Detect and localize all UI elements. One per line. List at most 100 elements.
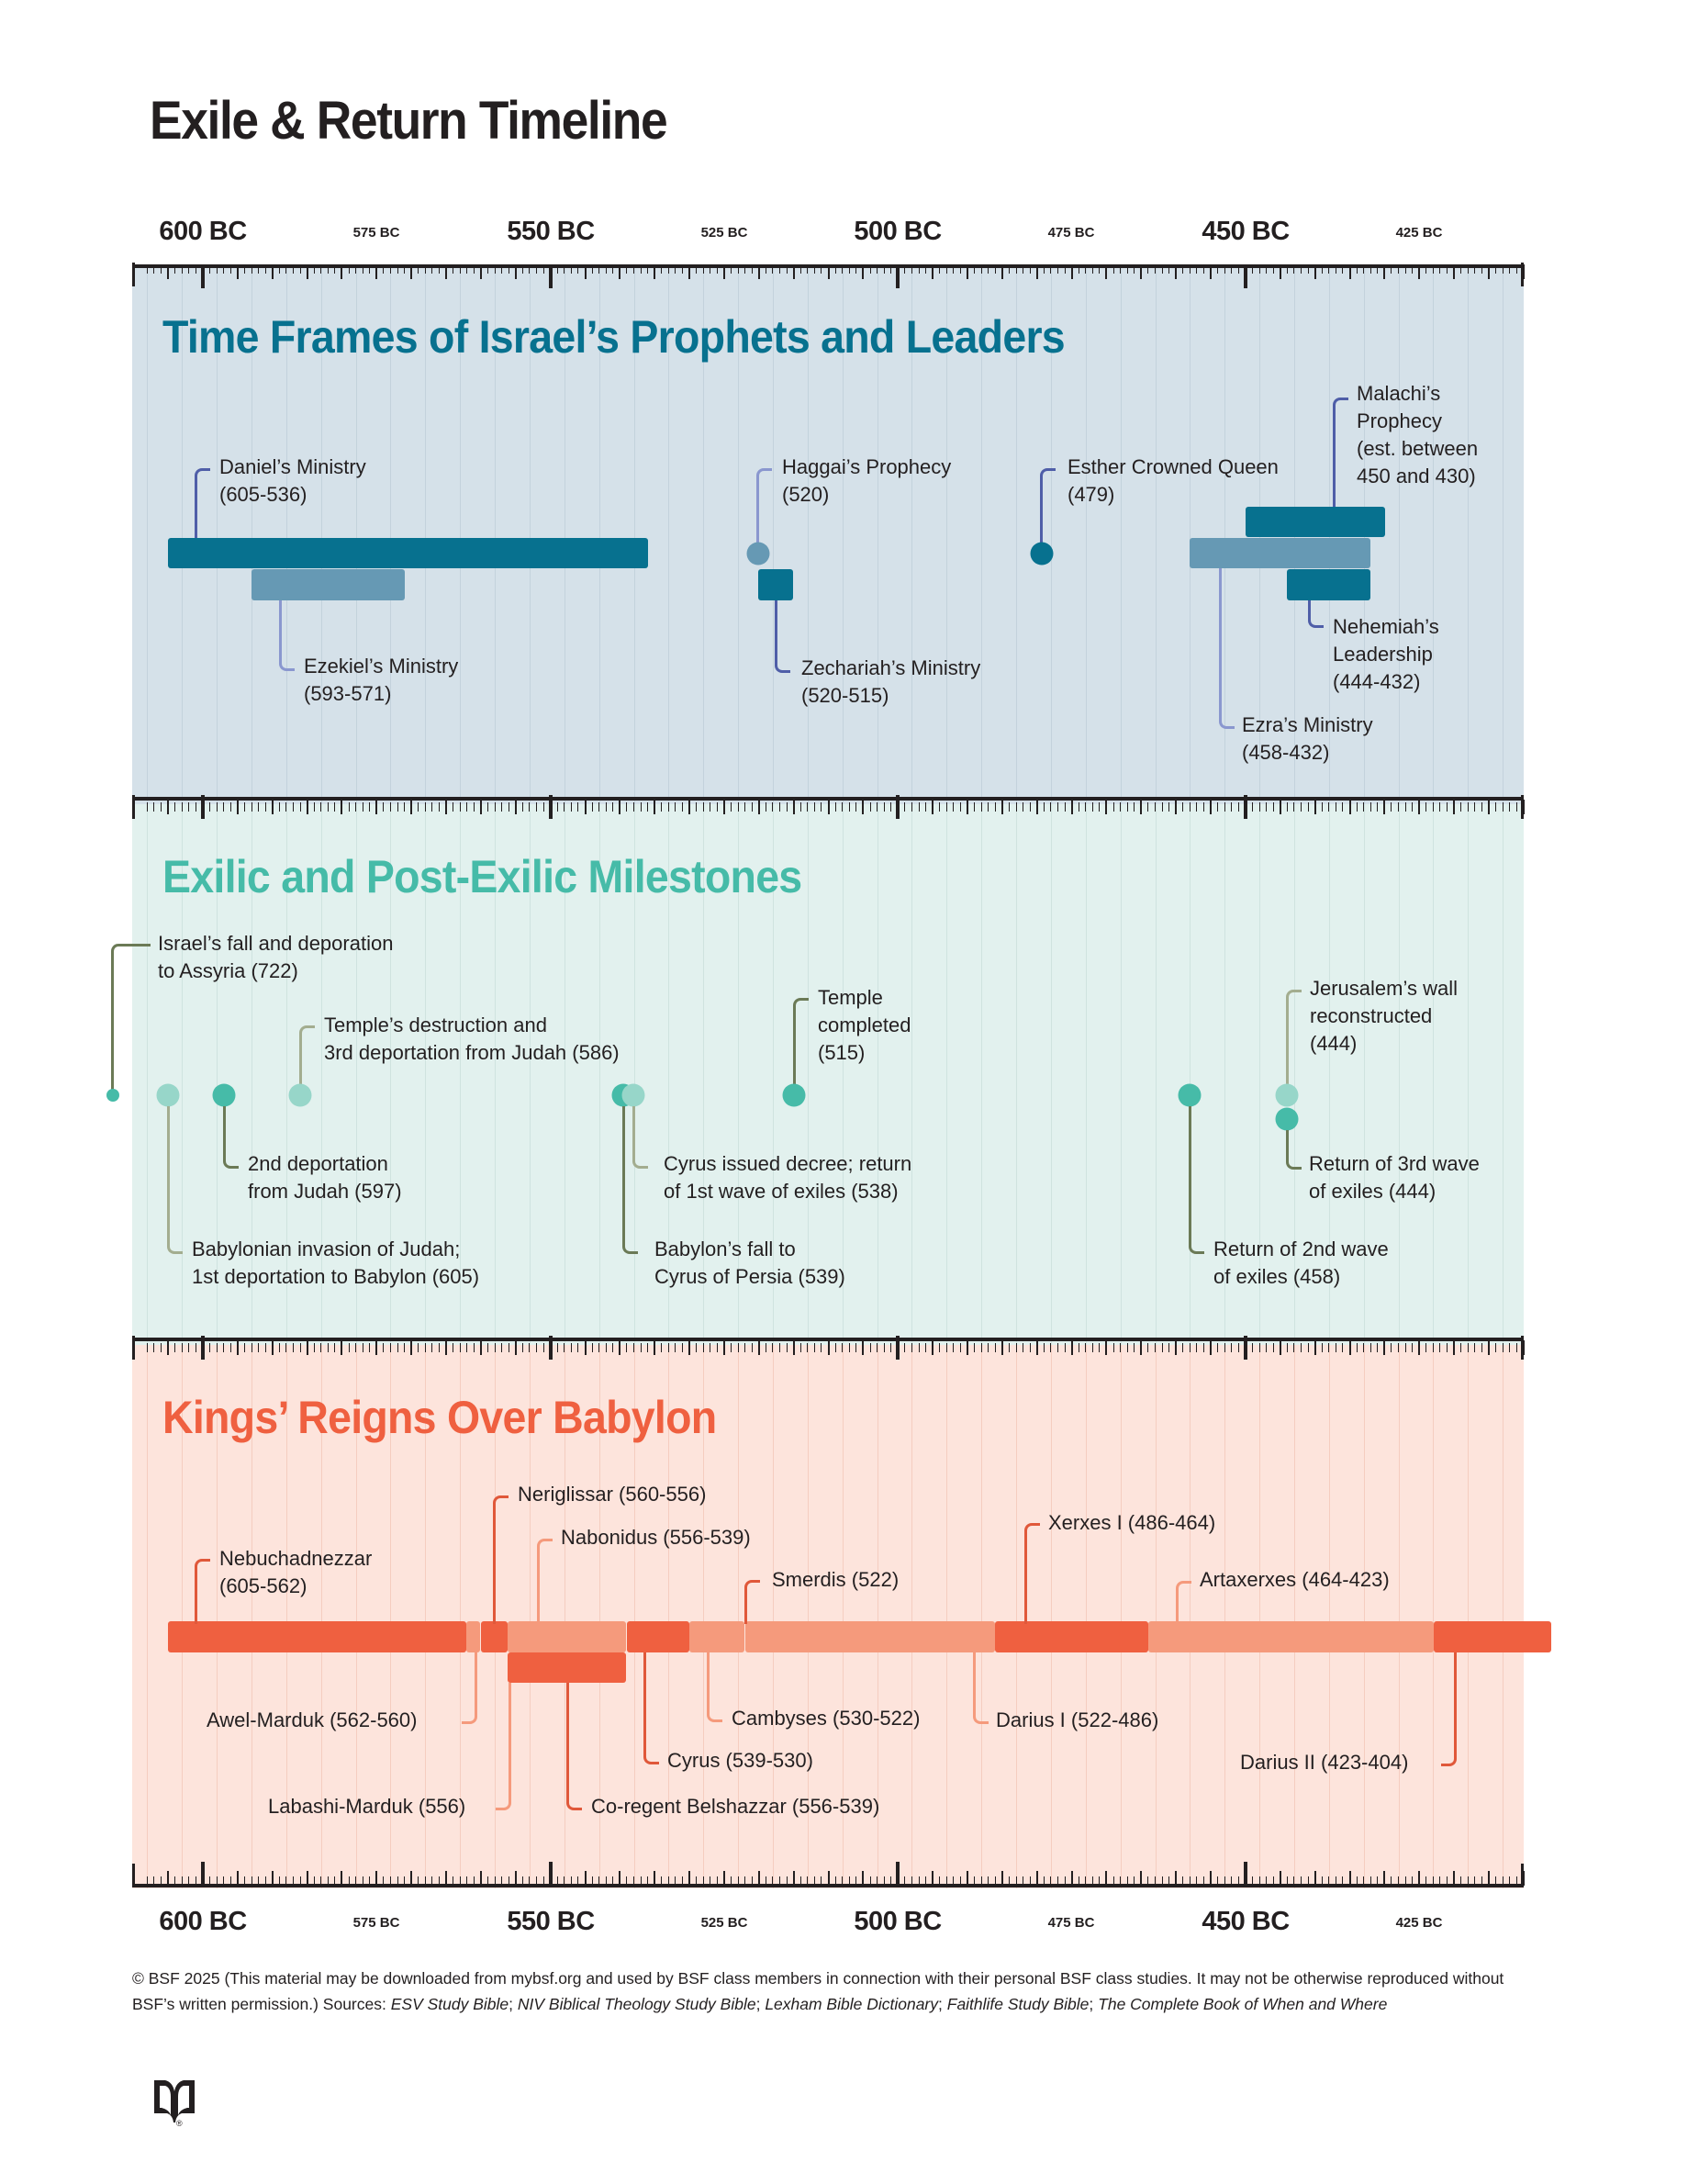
ruler-tick bbox=[1161, 264, 1163, 274]
second-wave-label: Return of 2nd wave of exiles (458) bbox=[1213, 1238, 1389, 1288]
ruler-tick bbox=[1099, 264, 1101, 274]
ruler-tick bbox=[209, 802, 211, 812]
ruler-tick bbox=[375, 1871, 378, 1886]
ruler-tick bbox=[1210, 264, 1213, 279]
ruler-tick bbox=[633, 1343, 635, 1352]
ruler-tick bbox=[229, 1343, 231, 1352]
gridline bbox=[529, 264, 531, 804]
gridline bbox=[320, 264, 322, 804]
ruler-tick bbox=[911, 802, 912, 812]
gridline bbox=[1259, 1345, 1261, 1888]
ruler-tick bbox=[1224, 802, 1225, 812]
ruler-tick bbox=[932, 1340, 934, 1355]
ruler-tick bbox=[779, 264, 781, 274]
ruler-tick bbox=[939, 1876, 941, 1886]
gridline bbox=[460, 264, 462, 804]
ruler-tick bbox=[1035, 800, 1038, 814]
gridline bbox=[981, 1345, 983, 1888]
ruler-tick bbox=[1439, 264, 1441, 274]
ruler-tick bbox=[473, 1876, 475, 1886]
gridline bbox=[1155, 1345, 1157, 1888]
ruler-tick bbox=[1231, 1343, 1233, 1352]
ruler-tick bbox=[959, 264, 961, 274]
ruler-tick bbox=[536, 1876, 537, 1886]
ruler-tick bbox=[1404, 802, 1406, 812]
ruler-tick bbox=[842, 1343, 844, 1352]
ruler-tick bbox=[1363, 264, 1365, 274]
gridline bbox=[1016, 804, 1018, 1345]
gridline bbox=[911, 1345, 913, 1888]
ruler-tick bbox=[792, 264, 795, 279]
gridline bbox=[1050, 1345, 1052, 1888]
ruler-tick bbox=[188, 264, 190, 274]
ruler-tick bbox=[1050, 1343, 1052, 1352]
ruler-tick bbox=[647, 1343, 649, 1352]
gridline bbox=[1190, 804, 1191, 1345]
ruler-tick bbox=[855, 264, 857, 274]
axis-label-500-bottom: 500 BC bbox=[854, 1907, 942, 1936]
ruler-tick bbox=[737, 1343, 739, 1352]
ruler-tick bbox=[896, 264, 900, 288]
kings-panel bbox=[132, 1345, 1524, 1888]
ruler-tick bbox=[548, 795, 553, 819]
gridline bbox=[703, 1345, 705, 1888]
ruler-tick bbox=[598, 1343, 600, 1352]
ruler-tick bbox=[431, 802, 433, 812]
ruler-tick bbox=[334, 1876, 336, 1886]
nabonidus-label: Nabonidus (556-539) bbox=[561, 1526, 751, 1549]
ruler-baseline bbox=[132, 1338, 1524, 1341]
gridline bbox=[1190, 264, 1191, 804]
ruler-tick bbox=[1091, 264, 1093, 274]
zechariah-bar bbox=[758, 569, 793, 600]
ruler-tick bbox=[375, 264, 378, 279]
ruler-tick bbox=[1418, 800, 1421, 814]
ruler-tick bbox=[1126, 1876, 1128, 1886]
ruler-tick bbox=[918, 1343, 920, 1352]
ruler-tick bbox=[1383, 264, 1386, 279]
ruler-tick bbox=[688, 800, 691, 814]
ruler-tick bbox=[1168, 1343, 1170, 1352]
ruler-tick bbox=[1272, 1876, 1274, 1886]
gridline bbox=[598, 264, 600, 804]
ruler-tick bbox=[702, 802, 704, 812]
ruler-tick bbox=[786, 1876, 788, 1886]
ruler-tick bbox=[1070, 264, 1073, 279]
ruler-tick bbox=[564, 264, 565, 274]
axis-label-500: 500 BC bbox=[854, 217, 942, 246]
ruler-tick bbox=[1488, 800, 1490, 814]
gridline bbox=[1120, 1345, 1122, 1888]
ruler-tick bbox=[1453, 1340, 1456, 1355]
ruler-tick bbox=[1488, 264, 1490, 279]
gridline bbox=[1398, 804, 1400, 1345]
esther-label: Esther Crowned Queen (479) bbox=[1068, 455, 1279, 506]
ruler-tick bbox=[1112, 1343, 1114, 1352]
ruler-tick bbox=[667, 264, 669, 274]
gridline bbox=[633, 1345, 635, 1888]
ruler-tick bbox=[424, 802, 426, 812]
ruler-tick bbox=[591, 802, 593, 812]
ruler-tick bbox=[702, 264, 704, 274]
ruler-tick bbox=[570, 1876, 572, 1886]
ruler-tick bbox=[1120, 1343, 1122, 1352]
ruler-tick bbox=[1189, 802, 1191, 812]
ruler-tick bbox=[1488, 1340, 1490, 1355]
ruler-tick bbox=[1328, 802, 1330, 812]
gridline bbox=[320, 804, 322, 1345]
wall-leader bbox=[1286, 990, 1302, 1098]
source-when-where: The Complete Book of When and Where bbox=[1098, 1995, 1388, 2013]
gridline bbox=[668, 1345, 670, 1888]
ruler-endcap bbox=[1521, 1864, 1524, 1887]
prophets-section-title: Time Frames of Israel’s Prophets and Lea… bbox=[162, 311, 1066, 363]
gridline bbox=[981, 264, 983, 804]
ruler-tick bbox=[896, 1862, 900, 1886]
axis-label-575-bottom: 575 BC bbox=[352, 1915, 400, 1931]
darius2-label: Darius II (423-404) bbox=[1240, 1751, 1409, 1774]
ruler-tick bbox=[418, 802, 419, 812]
third-wave-dot bbox=[1275, 1107, 1299, 1131]
ruler-tick bbox=[1301, 802, 1302, 812]
ezekiel-label: Ezekiel’s Ministry (593-571) bbox=[304, 655, 459, 705]
ruler-tick bbox=[1029, 1343, 1031, 1352]
ruler-tick bbox=[772, 1343, 774, 1352]
ruler-tick bbox=[1321, 1876, 1323, 1886]
ruler-tick bbox=[542, 1876, 544, 1886]
